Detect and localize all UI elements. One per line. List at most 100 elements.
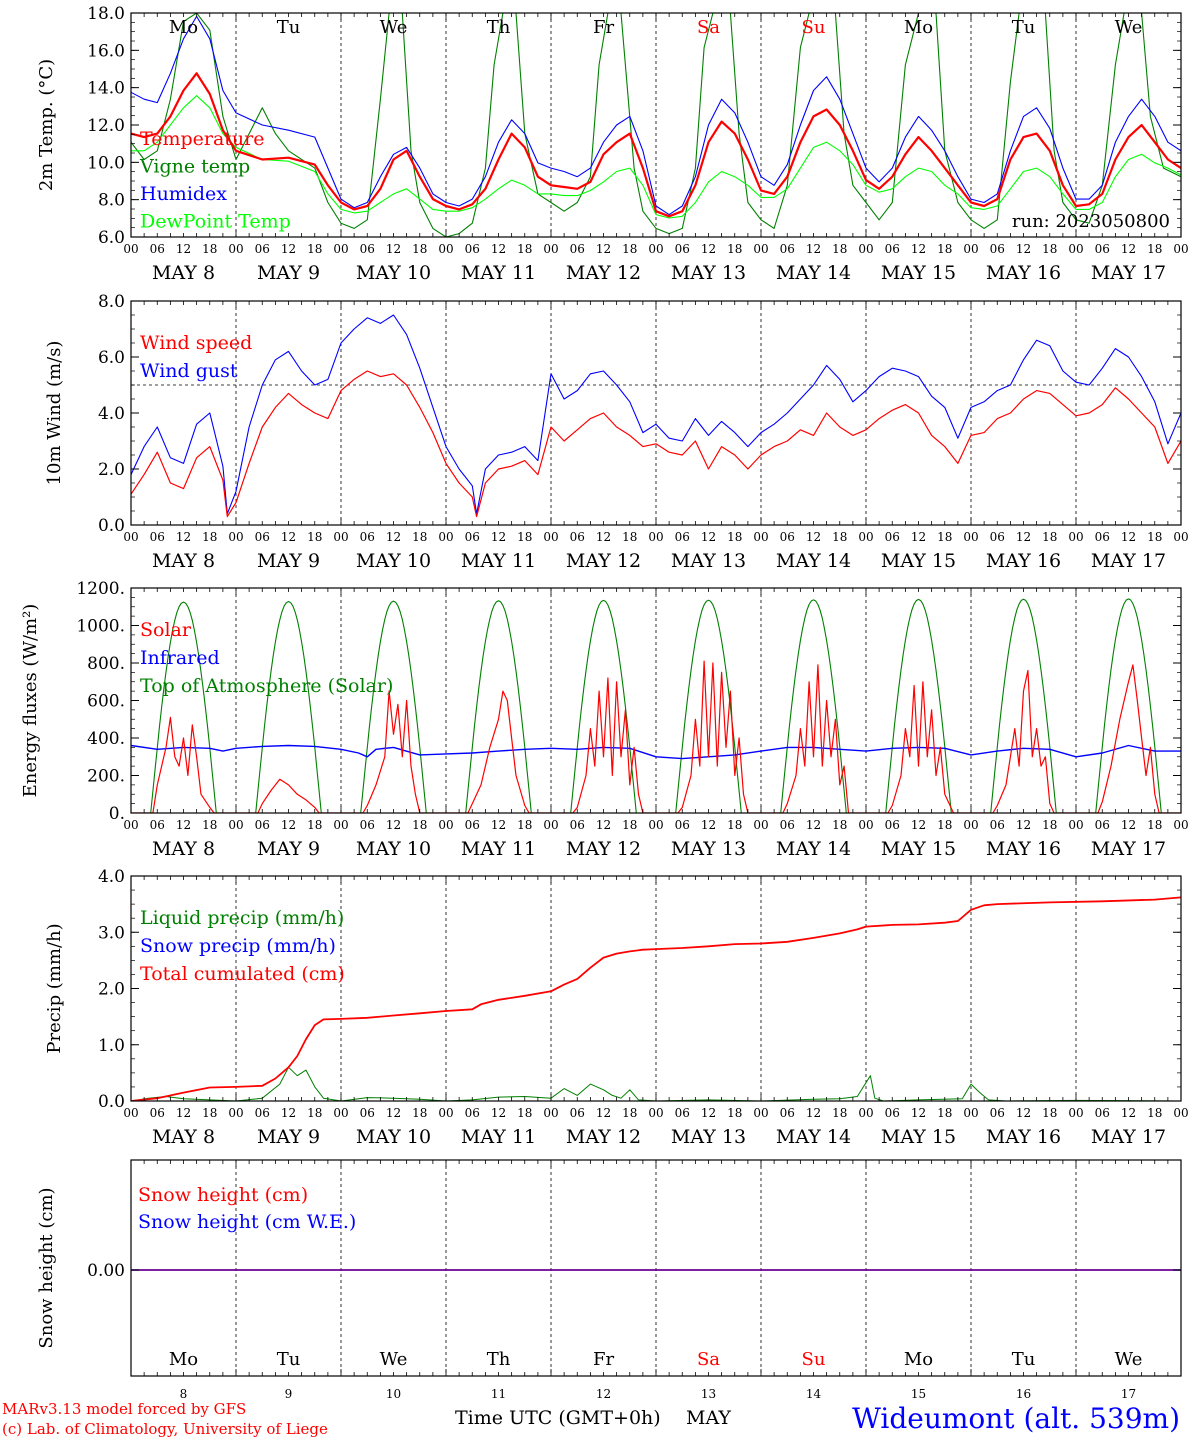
weekday-label: Fr: [593, 17, 614, 38]
hour-tick-label: 00: [1173, 530, 1188, 544]
date-label: MAY 13: [671, 1126, 746, 1148]
hour-tick-label: 12: [701, 818, 716, 832]
hour-tick-label: 00: [963, 818, 978, 832]
hour-tick-label: 12: [911, 530, 926, 544]
run-annotation: run: 2023050800: [1012, 211, 1170, 232]
date-label: MAY 15: [881, 262, 956, 284]
hour-tick-label: 00: [753, 1106, 768, 1120]
hour-tick-label: 00: [333, 242, 348, 256]
series-line-dewpoint-temp: [131, 95, 1181, 219]
hour-tick-label: 06: [1095, 1106, 1110, 1120]
hour-tick-label: 18: [307, 242, 322, 256]
hour-tick-label: 00: [858, 530, 873, 544]
hour-tick-label: 18: [727, 818, 742, 832]
series-line-total-cumulated: [131, 896, 1181, 1101]
hour-tick-label: 06: [465, 818, 480, 832]
hour-tick-label: 06: [1095, 530, 1110, 544]
series-line-humidex: [131, 15, 1181, 216]
hour-tick-label: 06: [675, 242, 690, 256]
hour-tick-label: 12: [281, 818, 296, 832]
hour-tick-label: 18: [1147, 1106, 1162, 1120]
y-tick-label: 6.0: [98, 348, 125, 368]
legend-entry: Humidex: [140, 183, 227, 205]
y-tick-label: 800.: [87, 654, 125, 674]
date-label: MAY 17: [1091, 1126, 1166, 1148]
y-axis-label: Precip (mm/h): [44, 923, 65, 1053]
series-line-toa-solar-day: [990, 598, 1057, 813]
hour-tick-label: 00: [858, 242, 873, 256]
date-label: MAY 12: [566, 838, 641, 860]
date-label: MAY 14: [776, 262, 851, 284]
hour-tick-label: 18: [832, 242, 847, 256]
hour-tick-label: 18: [937, 242, 952, 256]
date-label: MAY 8: [152, 1126, 215, 1148]
hour-tick-label: 00: [543, 530, 558, 544]
hour-tick-label: 00: [228, 530, 243, 544]
hour-tick-label: 12: [491, 1106, 506, 1120]
y-axis-label: 10m Wind (m/s): [44, 341, 65, 486]
y-axis-label: Energy fluxes (W/m²): [20, 604, 41, 798]
hour-tick-label: 06: [255, 1106, 270, 1120]
series-line-toa-solar-day: [675, 599, 742, 813]
weekday-label: Sa: [697, 17, 720, 38]
date-label: MAY 11: [461, 1126, 536, 1148]
hour-tick-label: 06: [465, 242, 480, 256]
date-label: MAY 16: [986, 262, 1061, 284]
date-label: MAY 16: [986, 1126, 1061, 1148]
hour-tick-label: 06: [570, 242, 585, 256]
hour-tick-label: 06: [990, 1106, 1005, 1120]
date-label: MAY 13: [671, 838, 746, 860]
date-label: MAY 16: [986, 550, 1061, 572]
hour-tick-label: 00: [228, 818, 243, 832]
hour-tick-label: 00: [1068, 1106, 1083, 1120]
y-tick-label: 1200.: [76, 579, 125, 599]
date-label: MAY 11: [461, 550, 536, 572]
hour-tick-label: 00: [228, 242, 243, 256]
date-label: MAY 14: [776, 1126, 851, 1148]
hour-tick-label: 06: [1095, 818, 1110, 832]
series-line-temperature: [131, 72, 1181, 218]
hour-tick-label: 06: [150, 1106, 165, 1120]
hour-tick-label: 18: [202, 1106, 217, 1120]
hour-tick-label: 00: [123, 530, 138, 544]
hour-tick-label: 12: [491, 818, 506, 832]
y-tick-label: 14.0: [87, 79, 125, 99]
hour-tick-label: 00: [123, 242, 138, 256]
hour-tick-label: 18: [307, 1106, 322, 1120]
hour-tick-label: 18: [1147, 530, 1162, 544]
hour-tick-label: 12: [1016, 1106, 1031, 1120]
hour-tick-label: 12: [596, 530, 611, 544]
hour-tick-label: 18: [937, 818, 952, 832]
y-tick-label: 12.0: [87, 116, 125, 136]
date-label: MAY 14: [776, 550, 851, 572]
hour-tick-label: 06: [255, 242, 270, 256]
hour-tick-label: 12: [1016, 530, 1031, 544]
hour-tick-label: 12: [1016, 818, 1031, 832]
hour-tick-label: 18: [622, 1106, 637, 1120]
y-tick-label: 4.0: [98, 867, 125, 887]
hour-tick-label: 12: [1016, 242, 1031, 256]
hour-tick-label: 12: [1121, 1106, 1136, 1120]
hour-tick-label: 12: [386, 530, 401, 544]
date-label: MAY 17: [1091, 262, 1166, 284]
lab-credit: (c) Lab. of Climatology, University of L…: [2, 1420, 328, 1438]
legend-entry: Liquid precip (mm/h): [140, 907, 344, 929]
y-tick-label: 0.: [109, 804, 125, 824]
hour-tick-label: 06: [1095, 242, 1110, 256]
weekday-label: We: [1115, 1349, 1143, 1370]
weekday-label: Tu: [277, 17, 301, 38]
hour-tick-label: 00: [963, 1106, 978, 1120]
hour-tick-label: 06: [780, 242, 795, 256]
weekday-label: Mo: [169, 17, 198, 38]
date-label: MAY 13: [671, 262, 746, 284]
day-number-label: 14: [806, 1387, 822, 1401]
hour-tick-label: 12: [386, 242, 401, 256]
hour-tick-label: 12: [281, 1106, 296, 1120]
y-tick-label: 0.0: [98, 1092, 125, 1112]
day-number-label: 11: [491, 1387, 506, 1401]
hour-tick-label: 06: [885, 242, 900, 256]
hour-tick-label: 12: [281, 530, 296, 544]
hour-tick-label: 18: [832, 530, 847, 544]
hour-tick-label: 00: [333, 1106, 348, 1120]
hour-tick-label: 18: [622, 530, 637, 544]
